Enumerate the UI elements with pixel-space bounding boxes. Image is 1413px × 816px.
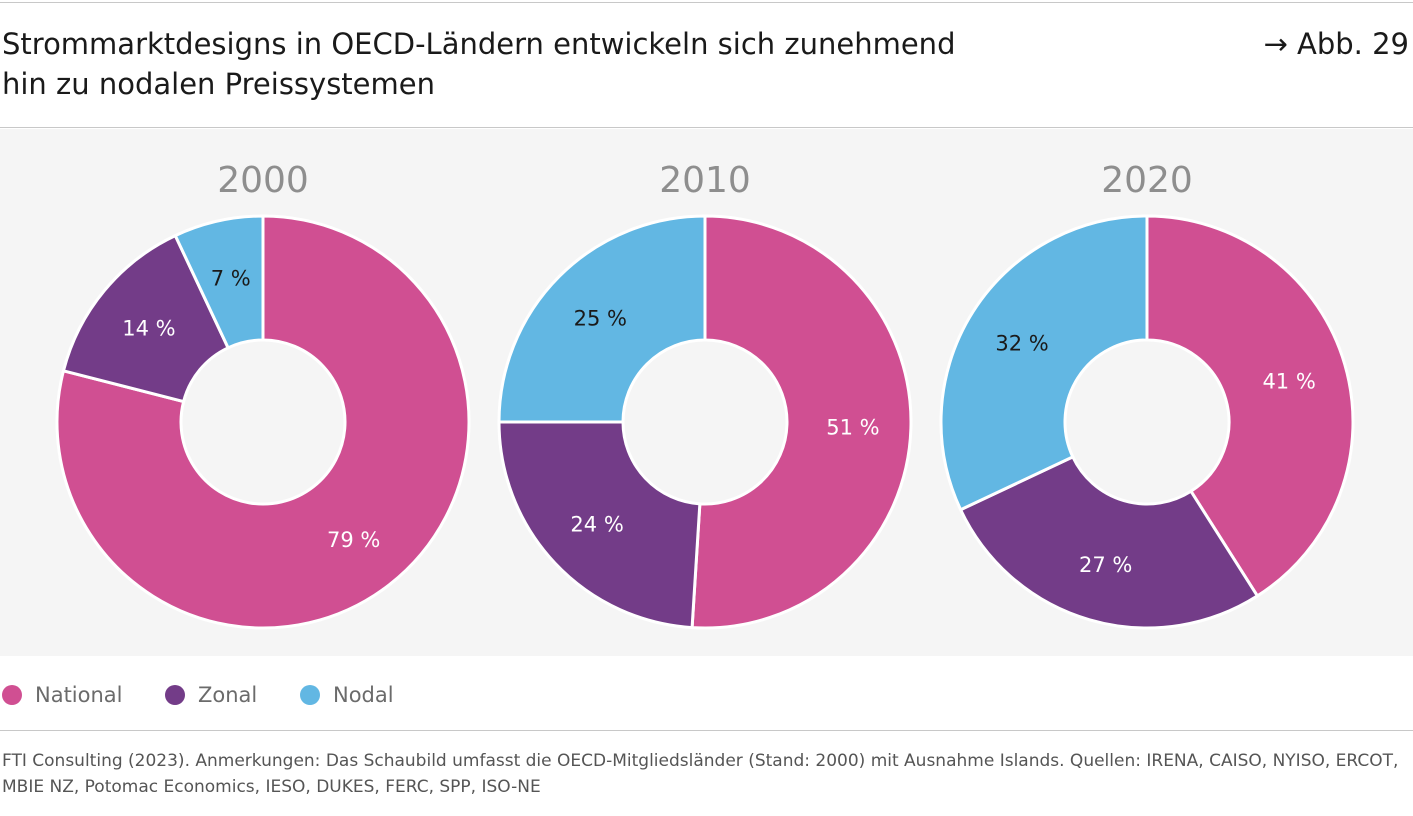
legend-swatch-national	[2, 685, 22, 705]
year-label: 2010	[659, 160, 751, 201]
legend-swatch-nodal	[300, 685, 320, 705]
plot-area: 2000 79 % 14 % 7 % 2010 51 % 24 % 25 % 2020 41 % 2…	[0, 129, 1413, 656]
slice-value-label-nodal: 25 %	[574, 306, 627, 330]
donut-slice-zonal	[959, 455, 1259, 630]
slice-value-label-zonal: 24 %	[570, 512, 623, 536]
top-rule	[0, 2, 1413, 3]
chart-title-line1: Strommarktdesigns in OECD-Ländern entwic…	[2, 27, 956, 61]
year-label: 2020	[1101, 160, 1193, 201]
slice-value-label-national: 79 %	[327, 528, 380, 552]
chart-title: Strommarktdesigns in OECD-Ländern entwic…	[2, 24, 1122, 104]
title-divider	[0, 127, 1413, 128]
legend-label-national: National	[35, 683, 123, 707]
donut-chart-2010: 2010 51 % 24 % 25 %	[497, 160, 913, 630]
donut-chart-2020: 2020 41 % 27 % 32 %	[939, 160, 1355, 630]
legend-item-nodal: Nodal	[300, 680, 394, 710]
donut-slice-national	[55, 214, 471, 630]
slice-value-label-zonal: 14 %	[122, 317, 175, 341]
chart-title-line2: hin zu nodalen Preissystemen	[2, 67, 435, 101]
donut-slice-zonal	[497, 420, 702, 630]
legend-item-national: National	[2, 680, 123, 710]
footnote: FTI Consulting (2023). Anmerkungen: Das …	[2, 751, 1399, 797]
slice-value-label-zonal: 27 %	[1079, 553, 1132, 577]
slice-value-label-national: 41 %	[1262, 370, 1315, 394]
donut-slice-zonal	[61, 234, 230, 404]
donut-slice-national	[690, 214, 913, 630]
year-label: 2000	[217, 160, 309, 201]
legend-swatch-zonal	[165, 685, 185, 705]
legend-label-zonal: Zonal	[198, 683, 258, 707]
slice-value-label-nodal: 32 %	[995, 332, 1048, 356]
figure-reference: → Abb. 29	[1263, 27, 1409, 61]
donut-slice-nodal	[939, 214, 1149, 512]
donut-slice-nodal	[497, 214, 707, 424]
donut-slice-nodal	[173, 214, 265, 350]
footnote-divider	[0, 730, 1413, 731]
legend-label-nodal: Nodal	[333, 683, 394, 707]
legend-item-zonal: Zonal	[165, 680, 257, 710]
donut-chart-2000: 2000 79 % 14 % 7 %	[55, 160, 471, 630]
slice-value-label-nodal: 7 %	[211, 267, 251, 291]
slice-value-label-national: 51 %	[826, 416, 879, 440]
